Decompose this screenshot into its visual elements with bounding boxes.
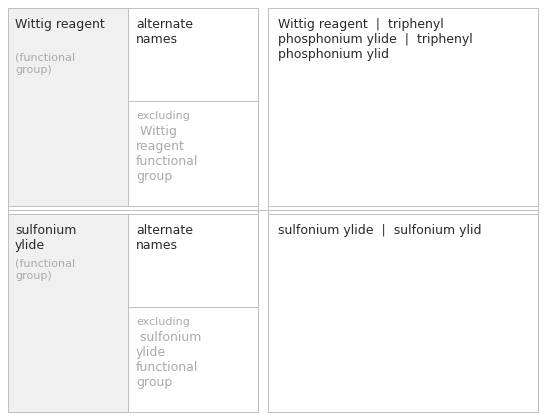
Text: sulfonium ylide  |  sulfonium ylid: sulfonium ylide | sulfonium ylid (278, 224, 482, 237)
Text: alternate
names: alternate names (136, 18, 193, 46)
FancyBboxPatch shape (128, 101, 258, 206)
Text: Wittig reagent: Wittig reagent (15, 18, 105, 31)
Text: (functional
group): (functional group) (15, 259, 75, 281)
Text: (functional
group): (functional group) (15, 53, 75, 75)
Text: Wittig reagent  |  triphenyl
phosphonium ylide  |  triphenyl
phosphonium ylid: Wittig reagent | triphenyl phosphonium y… (278, 18, 473, 61)
Text: excluding: excluding (136, 317, 190, 327)
FancyBboxPatch shape (268, 8, 538, 206)
Text: sulfonium
ylide: sulfonium ylide (15, 224, 76, 252)
Text: sulfonium
ylide
functional
group: sulfonium ylide functional group (136, 331, 201, 389)
FancyBboxPatch shape (128, 307, 258, 412)
Text: excluding: excluding (136, 111, 190, 121)
FancyBboxPatch shape (128, 214, 258, 307)
Text: Wittig
reagent
functional
group: Wittig reagent functional group (136, 125, 198, 183)
FancyBboxPatch shape (8, 8, 128, 206)
Text: alternate
names: alternate names (136, 224, 193, 252)
FancyBboxPatch shape (268, 214, 538, 412)
FancyBboxPatch shape (128, 8, 258, 101)
FancyBboxPatch shape (8, 214, 128, 412)
